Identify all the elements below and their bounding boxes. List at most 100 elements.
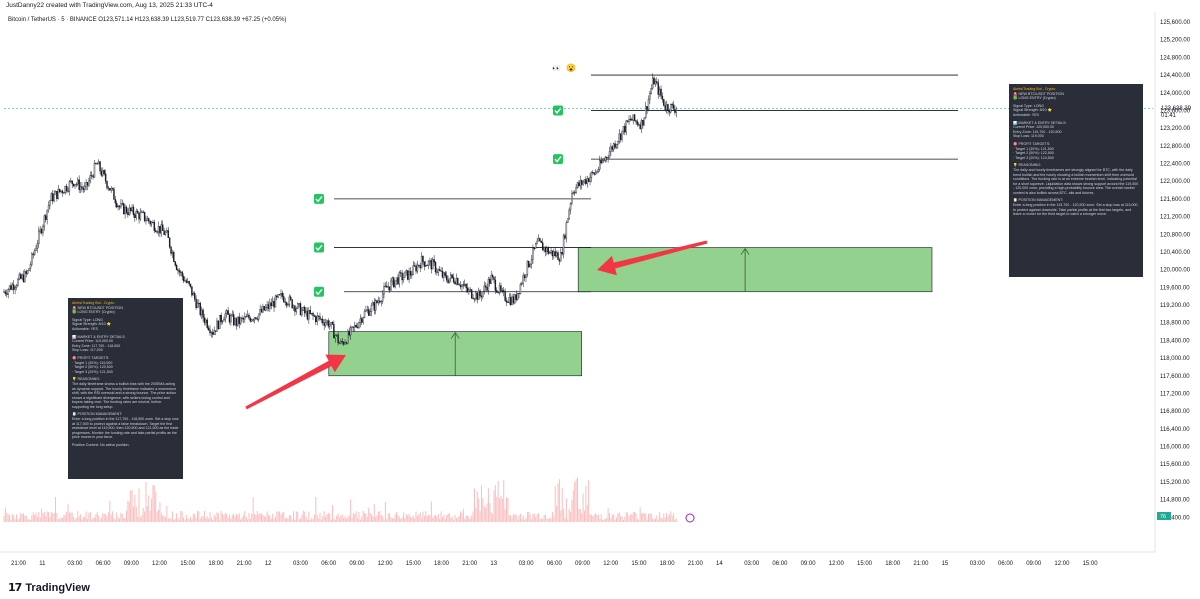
candle-body: [90, 175, 93, 177]
volume-bar: [650, 513, 652, 522]
volume-bar: [132, 506, 134, 522]
volume-bar: [656, 515, 658, 522]
candle-body: [639, 124, 641, 129]
volume-bar: [671, 515, 673, 522]
candle-body: [562, 235, 565, 255]
price-tick-label: 124,000.00: [1160, 91, 1191, 97]
volume-bar: [455, 518, 457, 522]
candle-body: [443, 272, 445, 278]
candle-body: [565, 222, 568, 239]
candle-body: [529, 263, 531, 268]
volume-bar: [432, 517, 434, 522]
volume-bar: [404, 517, 406, 522]
candle-body: [310, 313, 313, 315]
candle-body: [450, 274, 452, 279]
panel-line: 🎯 PROFIT TARGETS:: [72, 355, 110, 360]
volume-bar: [113, 518, 115, 522]
volume-bar: [316, 514, 318, 522]
panel-line: Signal Type: LONG: [1013, 103, 1044, 108]
candle-body: [355, 325, 357, 328]
candle-body: [448, 278, 451, 283]
candle-body: [209, 329, 211, 334]
candle-body: [216, 320, 218, 332]
volume-bar: [536, 514, 538, 522]
volume-bar: [71, 513, 73, 522]
volume-bar: [192, 513, 194, 522]
volume-bar: [210, 517, 212, 522]
candle-body: [660, 88, 662, 97]
candle-body: [287, 304, 289, 306]
candle-body: [194, 293, 196, 300]
candle-body: [153, 221, 156, 232]
price-tick-label: 122,800.00: [1160, 144, 1191, 150]
candle-body: [171, 252, 174, 254]
candle-body: [82, 187, 85, 190]
volume-bar: [597, 514, 599, 522]
volume-bar: [190, 516, 192, 522]
volume-bar: [522, 515, 524, 522]
volume-bar: [611, 514, 613, 522]
volume-bar: [468, 516, 470, 522]
time-tick-label: 12:00: [378, 561, 394, 567]
panel-line: Signal Strength: 8/10 ⭐: [72, 322, 112, 327]
candle-body: [362, 317, 364, 323]
candle-body: [14, 287, 16, 290]
volume-bar: [240, 519, 242, 522]
candle-body: [295, 308, 298, 312]
candle-body: [150, 221, 153, 225]
candle-body: [480, 295, 483, 298]
candle-body: [22, 274, 25, 282]
signal-panel-right: Alerts/Trading Bot - Crypto 🚨 NEW BTC/USD…: [1009, 84, 1143, 277]
volume-bar: [563, 508, 565, 522]
volume-bar: [174, 518, 176, 522]
panel-line: 🚨 NEW BTC/USDT POSITION: [1013, 91, 1064, 96]
candle-body: [363, 311, 366, 318]
candle-body: [235, 318, 238, 326]
candle-body: [489, 279, 491, 284]
candle-body: [285, 302, 288, 306]
candle-body: [554, 251, 556, 257]
check-icon-box: [553, 105, 563, 116]
panel-line: Signal Type: LONG: [72, 317, 103, 322]
candle-body: [452, 277, 455, 283]
panel-line: 🚨 NEW BTC/USDT POSITION: [72, 305, 123, 310]
candle-body: [281, 293, 284, 297]
volume-bar: [352, 512, 354, 522]
time-tick-label: 15: [942, 561, 949, 567]
candle-body: [459, 285, 462, 288]
candle-body: [571, 193, 573, 204]
volume-bar: [364, 512, 366, 522]
price-chart[interactable]: Bitcoin / TetherUS · 5 · BINANCE O123,57…: [0, 12, 1200, 578]
candle-body: [210, 332, 213, 334]
candle-body: [54, 191, 57, 195]
candle-body: [522, 275, 524, 284]
candle-body: [149, 221, 151, 225]
volume-bar: [579, 509, 581, 522]
candle-body: [590, 172, 593, 178]
candle-body: [430, 260, 433, 270]
candle-body: [331, 321, 334, 325]
time-tick-label: 03:00: [744, 561, 760, 567]
panel-line: · Target 3 (20%): 121,500: [72, 369, 113, 374]
candle-body: [320, 318, 323, 320]
volume-bar: [581, 513, 583, 522]
volume-bar: [361, 516, 363, 522]
candle-body: [47, 205, 50, 211]
candle-body: [642, 120, 644, 126]
volume-bar: [544, 514, 546, 522]
volume-bar: [524, 519, 526, 522]
candle-body: [306, 310, 309, 320]
candle-body: [547, 247, 549, 254]
volume-bar: [312, 518, 314, 522]
candle-body: [117, 205, 119, 208]
volume-bar: [511, 517, 513, 522]
candle-body: [586, 178, 588, 184]
candle-body: [50, 193, 53, 201]
candle-body: [340, 341, 342, 344]
candle-body: [635, 120, 637, 122]
tradingview-logo[interactable]: 17 TradingView: [8, 581, 90, 594]
volume-bar: [426, 515, 428, 522]
volume-bar: [575, 479, 577, 522]
pointer-arrow: [245, 354, 346, 410]
candle-body: [107, 187, 110, 189]
